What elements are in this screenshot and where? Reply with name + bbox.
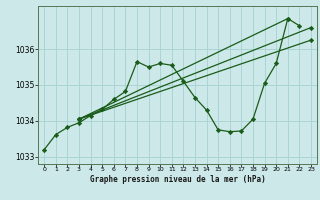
X-axis label: Graphe pression niveau de la mer (hPa): Graphe pression niveau de la mer (hPa) — [90, 175, 266, 184]
